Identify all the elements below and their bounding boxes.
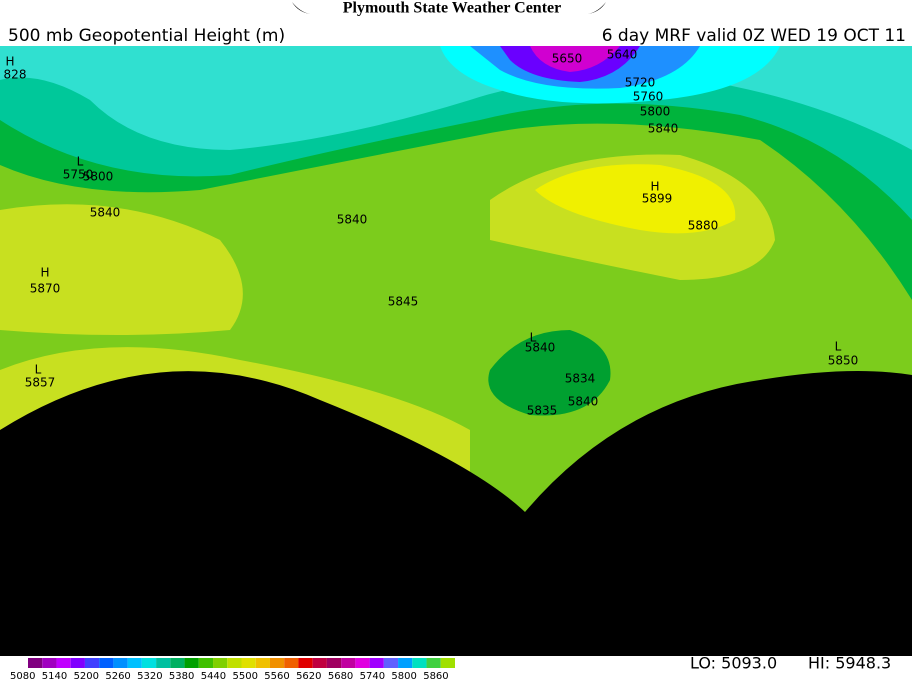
map-labels: H828L575058005840H5870L585758405845L5840… [4, 48, 859, 418]
colorbar-cell [227, 658, 242, 668]
colorbar-label: 5860 [423, 671, 448, 682]
lo-value: LO: 5093.0 [690, 654, 777, 673]
colorbar-cell [269, 658, 285, 668]
contour-label: 5840 [648, 122, 679, 136]
colorbar-cell [28, 658, 43, 668]
contour-label: 5650 [552, 52, 583, 66]
field [530, 46, 620, 72]
colorbar-label: 5140 [42, 671, 67, 682]
colorbar-cell [42, 658, 57, 668]
colorbar-label: 5080 [10, 671, 35, 682]
colorbar-label: 5320 [137, 671, 162, 682]
contour-label: 5800 [83, 170, 114, 184]
hi-value: HI: 5948.3 [808, 654, 891, 673]
colorbar-cell [412, 658, 427, 668]
colorbar-cell [113, 658, 128, 668]
colorbar-label: 5380 [169, 671, 194, 682]
colorbar-cell [170, 658, 185, 668]
colorbar-label: 5200 [74, 671, 99, 682]
colorbar-cell [383, 658, 399, 668]
contour-label: H [40, 266, 49, 280]
colorbar-label: 5560 [264, 671, 289, 682]
colorbar-label: 5500 [233, 671, 258, 682]
colorbar: 5080 5140 5200 5260 5320 5380 5440 5500 5560 5620… [10, 658, 455, 682]
contour-label: 5880 [688, 219, 719, 233]
contour-label: 5870 [30, 282, 61, 296]
colorbar-cell [312, 658, 327, 668]
colorbar-cell [426, 658, 441, 668]
colorbar-label: 5620 [296, 671, 321, 682]
colorbar-label: 5680 [328, 671, 353, 682]
contour-label: L [530, 331, 537, 345]
header-right: 6 day MRF valid 0Z WED 19 OCT 11 [602, 26, 906, 46]
contour-label: 5857 [25, 376, 56, 390]
colorbar-cell [255, 658, 270, 668]
colorbar-cell [184, 658, 199, 668]
colorbar-label: 5800 [391, 671, 416, 682]
header-left: 500 mb Geopotential Height (m) [8, 26, 285, 46]
field [488, 330, 611, 416]
contour-label: 5800 [640, 105, 671, 119]
contour-label: L [35, 363, 42, 377]
no-data-region [0, 371, 912, 656]
colorbar-cell [284, 658, 299, 668]
contour-label: L [835, 340, 842, 354]
contour-label: 5840 [337, 213, 368, 227]
field [0, 204, 243, 335]
colorbar-cell [213, 658, 228, 668]
contour-label: 5760 [633, 90, 664, 104]
colorbar-cell [369, 658, 384, 668]
colorbar-cell [326, 658, 342, 668]
contour-label: 5640 [607, 48, 638, 62]
colorbar-cell [398, 658, 413, 668]
colorbar-cell [99, 658, 114, 668]
colorbar-cell [84, 658, 100, 668]
contour-label: 5834 [565, 372, 596, 386]
colorbar-cell [127, 658, 142, 668]
colorbar-cell [298, 658, 313, 668]
colorbar-cell [355, 658, 370, 668]
contour-label: 5835 [527, 404, 558, 418]
colorbar-cell [198, 658, 214, 668]
contour-label: 5720 [625, 76, 656, 90]
contour-label: 5840 [90, 206, 121, 220]
contour-label: L [77, 155, 84, 169]
contour-label: H [650, 180, 659, 194]
contour-label: 5899 [642, 192, 673, 206]
contour-label: 5840 [568, 395, 599, 409]
contour-label: 5850 [828, 354, 859, 368]
contour-label: 828 [4, 68, 27, 82]
colorbar-label: 5740 [360, 671, 385, 682]
colorbar-cell [56, 658, 71, 668]
contour-label: H [5, 55, 14, 69]
contour-label: 5845 [388, 295, 419, 309]
colorbar-cell [70, 658, 85, 668]
colorbar-cell [141, 658, 157, 668]
colorbar-label: 5440 [201, 671, 226, 682]
contour-label: 5750 [63, 168, 94, 182]
colorbar-cell [341, 658, 356, 668]
colorbar-cell [440, 658, 455, 668]
contour-label: 5840 [525, 341, 556, 355]
colorbar-cell [156, 658, 171, 668]
title: Plymouth State Weather Center [343, 0, 561, 17]
colorbar-cell [241, 658, 256, 668]
field [535, 164, 736, 234]
colorbar-label: 5260 [105, 671, 130, 682]
